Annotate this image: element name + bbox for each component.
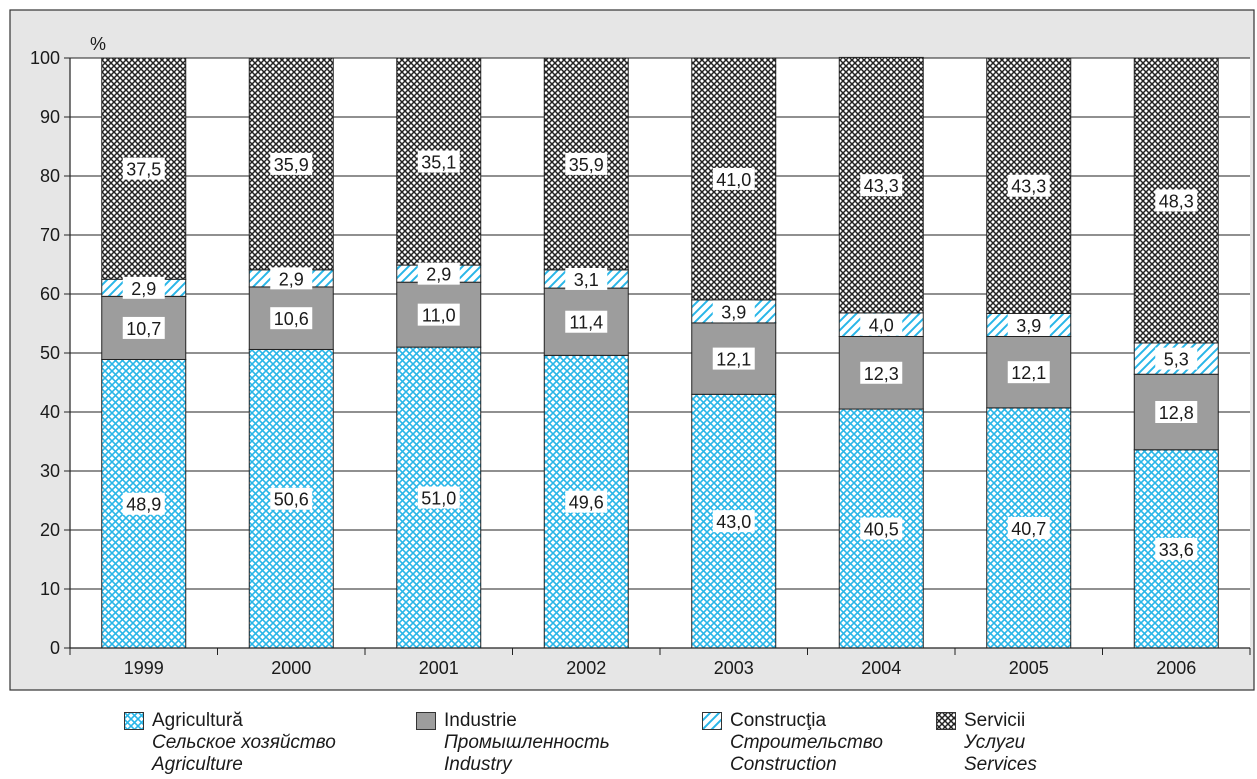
data-label-services: 35,9 xyxy=(274,155,309,175)
legend-label-ro: Construcţia xyxy=(730,710,883,732)
data-label-agriculture: 33,6 xyxy=(1159,540,1194,560)
legend-label-ru: Услуги xyxy=(964,732,1037,754)
y-tick-label: 0 xyxy=(50,638,60,658)
data-label-construction: 3,1 xyxy=(574,270,599,290)
legend-label-ro: Industrie xyxy=(444,710,610,732)
data-label-agriculture: 50,6 xyxy=(274,490,309,510)
data-label-services: 35,9 xyxy=(569,155,604,175)
data-label-agriculture: 40,7 xyxy=(1011,519,1046,539)
data-label-construction: 2,9 xyxy=(279,269,304,289)
data-label-services: 41,0 xyxy=(716,170,751,190)
y-tick-label: 10 xyxy=(40,579,60,599)
data-label-construction: 3,9 xyxy=(721,302,746,322)
y-unit-label: % xyxy=(90,34,106,54)
data-label-industry: 10,7 xyxy=(126,319,161,339)
legend-item-construction: Construcţia Строительство Construction xyxy=(702,710,883,776)
x-tick-label: 1999 xyxy=(124,658,164,678)
x-tick-label: 2004 xyxy=(861,658,901,678)
y-tick-label: 40 xyxy=(40,402,60,422)
y-tick-label: 70 xyxy=(40,225,60,245)
legend-label-en: Industry xyxy=(444,754,610,776)
data-label-services: 43,3 xyxy=(864,176,899,196)
data-label-construction: 2,9 xyxy=(426,265,451,285)
data-label-agriculture: 49,6 xyxy=(569,493,604,513)
legend-label-ro: Servicii xyxy=(964,710,1037,732)
data-label-industry: 12,1 xyxy=(1011,363,1046,383)
data-label-services: 43,3 xyxy=(1011,177,1046,197)
data-label-services: 35,1 xyxy=(421,153,456,173)
data-label-industry: 10,6 xyxy=(274,309,309,329)
data-label-construction: 4,0 xyxy=(869,316,894,336)
x-tick-label: 2006 xyxy=(1156,658,1196,678)
legend-item-industry: Industrie Промышленность Industry xyxy=(416,710,610,776)
data-label-agriculture: 48,9 xyxy=(126,495,161,515)
y-tick-label: 80 xyxy=(40,166,60,186)
legend-item-agriculture: Agricultură Сельское хозяйство Agricultu… xyxy=(124,710,336,776)
y-tick-label: 60 xyxy=(40,284,60,304)
legend-label-ru: Сельское хозяйство xyxy=(152,732,336,754)
construction-swatch-icon xyxy=(702,712,722,730)
data-label-construction: 5,3 xyxy=(1164,350,1189,370)
legend-label-en: Agriculture xyxy=(152,754,336,776)
data-label-construction: 3,9 xyxy=(1016,316,1041,336)
y-tick-label: 50 xyxy=(40,343,60,363)
data-label-industry: 12,3 xyxy=(864,364,899,384)
y-tick-label: 20 xyxy=(40,520,60,540)
y-tick-label: 100 xyxy=(30,48,60,68)
data-label-services: 37,5 xyxy=(126,160,161,180)
x-tick-label: 2002 xyxy=(566,658,606,678)
x-tick-label: 2001 xyxy=(419,658,459,678)
data-label-agriculture: 40,5 xyxy=(864,520,899,540)
data-label-construction: 2,9 xyxy=(131,279,156,299)
legend-label-en: Services xyxy=(964,754,1037,776)
chart-figure: 48,9 10,7 2,9 37,5 50,6 10,6 2,9 35,9 51,0 11,0 2,… xyxy=(0,0,1257,702)
legend-label-ru: Промышленность xyxy=(444,732,610,754)
legend: Agricultură Сельское хозяйство Agricultu… xyxy=(0,702,1257,779)
services-swatch-icon xyxy=(936,712,956,730)
data-label-industry: 11,4 xyxy=(569,313,603,333)
data-label-industry: 12,1 xyxy=(716,350,751,370)
x-tick-label: 2003 xyxy=(714,658,754,678)
agriculture-swatch-icon xyxy=(124,712,144,730)
x-tick-label: 2000 xyxy=(271,658,311,678)
data-label-agriculture: 51,0 xyxy=(421,489,456,509)
x-tick-label: 2005 xyxy=(1009,658,1049,678)
legend-item-services: Servicii Услуги Services xyxy=(936,710,1037,776)
y-tick-label: 30 xyxy=(40,461,60,481)
data-label-services: 48,3 xyxy=(1159,191,1194,211)
legend-label-ru: Строительство xyxy=(730,732,883,754)
y-tick-label: 90 xyxy=(40,107,60,127)
industry-swatch-icon xyxy=(416,712,436,730)
data-label-industry: 11,0 xyxy=(422,306,456,326)
data-label-industry: 12,8 xyxy=(1159,403,1194,423)
legend-label-ro: Agricultură xyxy=(152,710,336,732)
data-label-agriculture: 43,0 xyxy=(716,512,751,532)
legend-label-en: Construction xyxy=(730,754,883,776)
